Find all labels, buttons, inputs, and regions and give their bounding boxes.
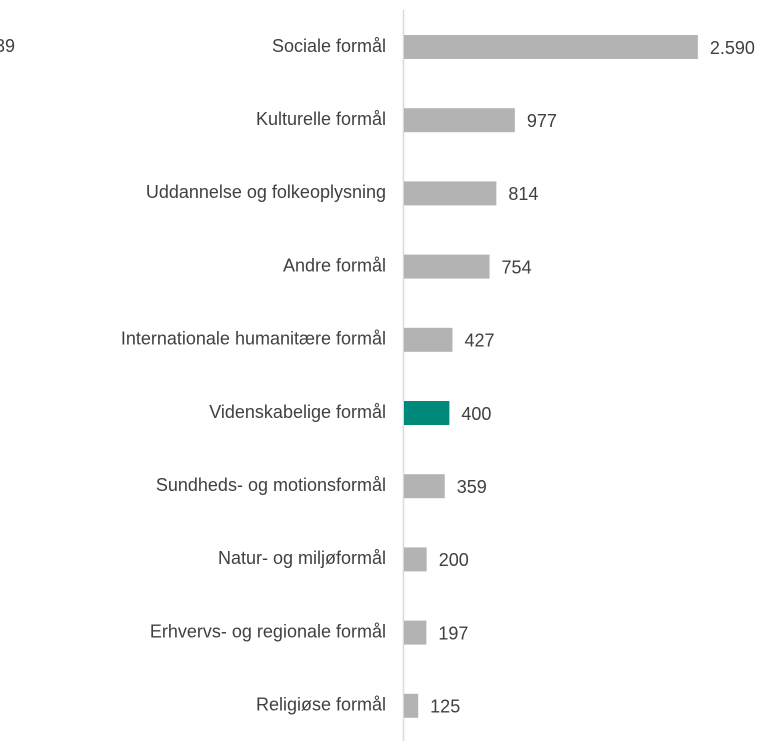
bar — [404, 181, 497, 206]
category-label: Internationale humanitære formål — [121, 329, 386, 349]
annotation: 39 — [0, 36, 15, 56]
value-label: 400 — [461, 404, 491, 424]
category-label: Natur- og miljøformål — [218, 548, 386, 568]
value-label: 197 — [438, 623, 468, 643]
category-label: Sociale formål — [272, 36, 386, 56]
value-label: 359 — [457, 477, 487, 497]
bar — [404, 474, 445, 499]
value-label: 427 — [464, 331, 494, 351]
bar — [404, 547, 427, 572]
value-label: 125 — [430, 697, 460, 717]
bar — [404, 35, 698, 59]
bar — [404, 327, 453, 352]
category-label: Erhvervs- og regionale formål — [150, 621, 386, 641]
category-label: Kulturelle formål — [256, 109, 386, 129]
category-label: Uddannelse og folkeoplysning — [146, 182, 386, 202]
category-label: Sundheds- og motionsformål — [156, 475, 386, 495]
value-label: 200 — [439, 550, 469, 570]
value-label: 814 — [508, 184, 538, 204]
bar — [404, 401, 450, 425]
bar — [404, 693, 419, 718]
value-label: 977 — [527, 111, 557, 131]
value-label: 2.590 — [710, 38, 755, 58]
category-label: Andre formål — [283, 255, 386, 275]
bar — [404, 620, 427, 645]
category-label: Videnskabelige formål — [209, 402, 386, 422]
bar — [404, 254, 490, 279]
value-label: 754 — [502, 257, 532, 277]
bar — [404, 108, 515, 133]
category-label: Religiøse formål — [256, 695, 386, 715]
